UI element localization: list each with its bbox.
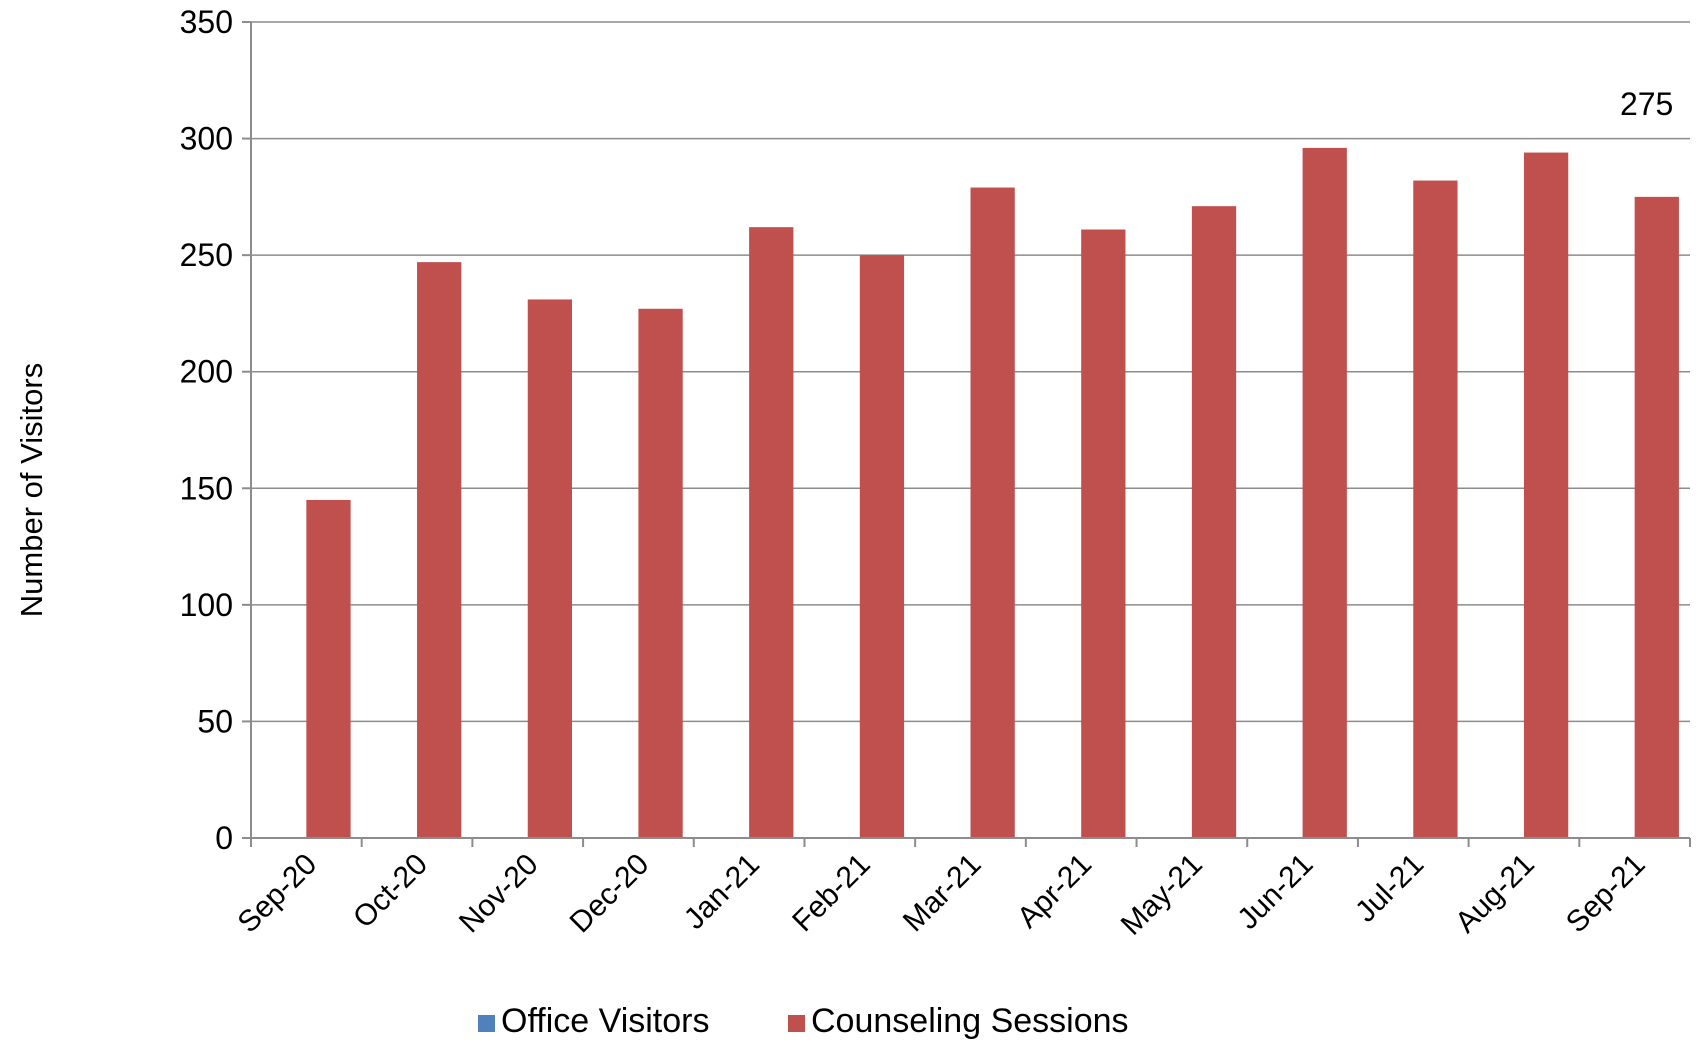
x-tick-label: Apr-21	[1011, 848, 1098, 935]
data-labels: 275	[1620, 86, 1673, 122]
y-tick-label: 300	[180, 121, 233, 157]
bar-counseling-sessions	[1302, 147, 1347, 838]
data-label: 275	[1620, 86, 1673, 122]
bar-counseling-sessions	[859, 255, 905, 839]
bar-counseling-sessions	[638, 308, 683, 838]
x-tick-label: Feb-21	[786, 848, 877, 939]
bar-counseling-sessions	[970, 187, 1015, 838]
axes	[242, 21, 1691, 847]
x-tick-label: Aug-21	[1449, 848, 1541, 940]
x-tick-label: Sep-21	[1560, 848, 1652, 940]
x-tick-label: Jun-21	[1231, 848, 1319, 936]
bar-counseling-sessions	[1634, 196, 1679, 838]
y-tick-label: 50	[197, 703, 233, 739]
x-tick-label: Jul-21	[1349, 848, 1430, 929]
y-tick-label: 250	[180, 237, 233, 273]
y-tick-label: 350	[180, 4, 233, 40]
y-tick-label: 100	[180, 587, 233, 623]
bar-counseling-sessions	[306, 499, 351, 838]
bar-counseling-sessions	[417, 262, 462, 838]
bar-counseling-sessions	[1081, 229, 1126, 839]
x-tick-label: Jan-21	[678, 848, 766, 936]
y-tick-labels: 0 50 100 150 200 250 300 350	[180, 4, 233, 856]
x-tick-label: May-21	[1115, 848, 1209, 942]
y-tick-label: 0	[215, 820, 233, 856]
legend-swatch	[478, 1015, 495, 1032]
x-tick-label: Dec-20	[564, 848, 656, 940]
bar-counseling-sessions	[1191, 206, 1237, 838]
y-tick-label: 200	[180, 354, 233, 390]
y-tick-label: 150	[180, 470, 233, 506]
x-tick-label: Mar-21	[897, 848, 988, 939]
bar-counseling-sessions	[1413, 180, 1458, 839]
x-tick-label: Sep-20	[232, 848, 324, 940]
x-tick-labels: Sep-20 Oct-20 Nov-20 Dec-20 Jan-21 Feb-21 Mar-…	[232, 848, 1652, 942]
legend: Office Visitors Counseling Sessions	[478, 1002, 1129, 1040]
legend-swatch	[788, 1015, 805, 1032]
x-tick-label: Nov-20	[453, 848, 545, 940]
y-axis-label: Number of Visitors	[14, 363, 49, 617]
legend-label: Counseling Sessions	[811, 1002, 1129, 1040]
bars	[306, 147, 1679, 839]
bar-counseling-sessions	[1523, 152, 1569, 838]
bar-counseling-sessions	[527, 299, 573, 838]
legend-label: Office Visitors	[501, 1002, 709, 1040]
x-tick-label: Oct-20	[347, 848, 434, 935]
bar-counseling-sessions	[749, 227, 794, 838]
